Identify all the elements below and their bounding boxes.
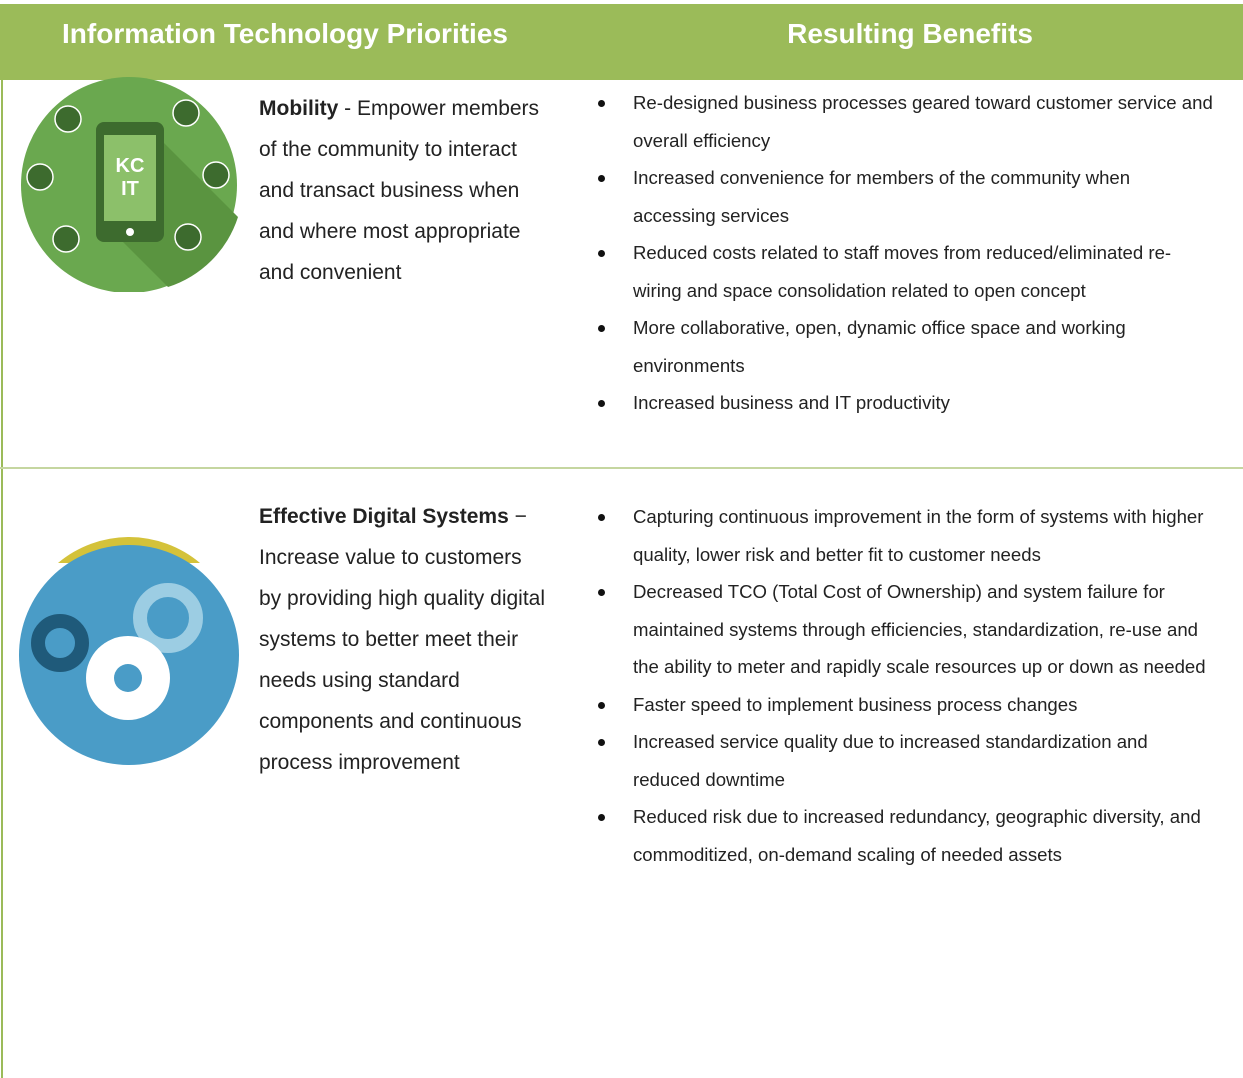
icon-bubbles: [26, 99, 230, 253]
gear: [133, 583, 203, 653]
bullet: [598, 400, 605, 407]
benefit-item: More collaborative, open, dynamic office…: [598, 309, 1213, 384]
bullet: [598, 514, 605, 521]
benefits-title: Resulting Benefits: [787, 18, 1033, 49]
priority-description: − Increase value to customers by providi…: [259, 505, 546, 774]
priority-title: Effective Digital Systems: [259, 505, 509, 528]
bullet: [598, 175, 605, 182]
benefit-text: Capturing continuous improvement in the …: [633, 506, 1204, 565]
benefits-list: Capturing continuous improvement in the …: [598, 498, 1213, 873]
icon-label: KC: [116, 155, 145, 177]
benefit-item: Faster speed to implement business proce…: [598, 686, 1213, 724]
bullet: [598, 100, 605, 107]
row-divider: [0, 467, 1243, 469]
left-border: [1, 80, 3, 1078]
phone-button: [126, 228, 134, 236]
benefit-item: Reduced costs related to staff moves fro…: [598, 234, 1213, 309]
digital-systems-icon: [19, 537, 239, 765]
benefit-text: Increased business and IT productivity: [633, 392, 950, 413]
benefit-item: Reduced risk due to increased redundancy…: [598, 798, 1213, 873]
mobility-icon: KC IT: [21, 77, 238, 292]
header-bar: Information Technology Priorities Result…: [0, 4, 1243, 80]
bullet: [598, 701, 605, 709]
icon-label: IT: [121, 178, 139, 200]
priority-text: Effective Digital Systems − Increase val…: [259, 496, 549, 783]
benefits-list: Re-designed business processes geared to…: [598, 84, 1213, 422]
benefit-text: Increased service quality due to increas…: [633, 731, 1148, 790]
priority-text: Mobility - Empower members of the commun…: [259, 88, 549, 293]
benefit-text: Reduced costs related to staff moves fro…: [633, 242, 1172, 301]
priority-description: - Empower members of the community to in…: [259, 97, 540, 284]
benefit-item: Capturing continuous improvement in the …: [598, 498, 1213, 573]
benefit-text: Increased convenience for members of the…: [633, 167, 1131, 226]
gear-hole: [114, 664, 142, 692]
bullet: [598, 250, 605, 257]
gear: [31, 614, 89, 672]
benefit-text: More collaborative, open, dynamic office…: [633, 317, 1126, 376]
priorities-title: Information Technology Priorities: [62, 18, 508, 49]
bullet: [598, 325, 605, 332]
benefit-text: Faster speed to implement business proce…: [633, 693, 1078, 715]
bullet: [598, 814, 605, 821]
bullet: [598, 739, 605, 746]
benefit-item: Decreased TCO (Total Cost of Ownership) …: [598, 573, 1213, 686]
benefit-text: Decreased TCO (Total Cost of Ownership) …: [633, 581, 1206, 677]
benefit-item: Re-designed business processes geared to…: [598, 84, 1213, 159]
phone-screen: [104, 135, 156, 221]
bullet: [598, 589, 605, 596]
benefit-item: Increased business and IT productivity: [598, 384, 1213, 422]
benefit-text: Re-designed business processes geared to…: [633, 92, 1213, 151]
benefit-text: Reduced risk due to increased redundancy…: [633, 806, 1201, 865]
benefit-item: Increased service quality due to increas…: [598, 723, 1213, 798]
priority-title: Mobility: [259, 97, 339, 120]
benefit-item: Increased convenience for members of the…: [598, 159, 1213, 234]
